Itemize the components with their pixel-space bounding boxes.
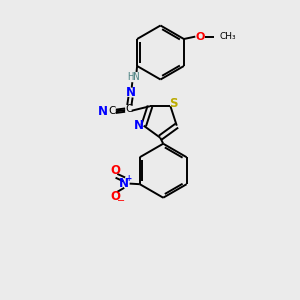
Text: CH₃: CH₃ bbox=[219, 32, 236, 41]
Text: S: S bbox=[169, 97, 178, 110]
Text: −: − bbox=[117, 196, 125, 206]
Text: N: N bbox=[119, 177, 129, 190]
Text: N: N bbox=[98, 105, 108, 118]
Text: N: N bbox=[126, 86, 136, 99]
Text: +: + bbox=[125, 174, 131, 183]
Text: HN: HN bbox=[127, 72, 140, 82]
Text: O: O bbox=[111, 190, 121, 203]
Text: O: O bbox=[111, 164, 121, 178]
Text: C: C bbox=[108, 106, 115, 116]
Text: N: N bbox=[134, 118, 144, 132]
Text: C: C bbox=[125, 104, 132, 114]
Text: O: O bbox=[196, 32, 206, 42]
